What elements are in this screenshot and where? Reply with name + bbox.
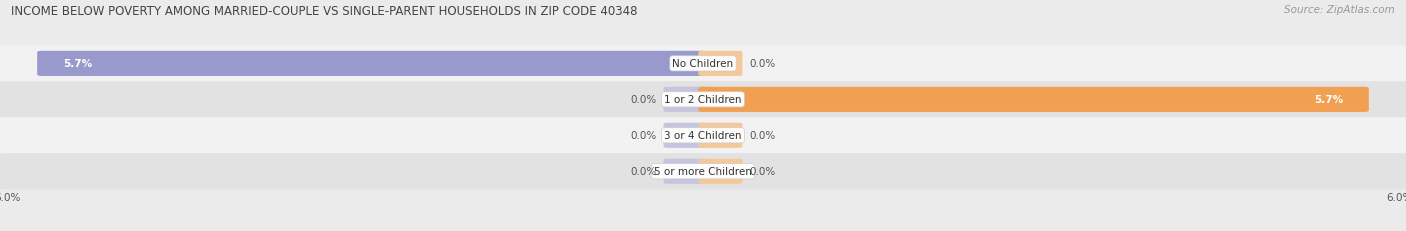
Text: 0.0%: 0.0% — [749, 131, 776, 141]
FancyBboxPatch shape — [0, 154, 1406, 189]
Text: 5.7%: 5.7% — [63, 59, 91, 69]
Text: INCOME BELOW POVERTY AMONG MARRIED-COUPLE VS SINGLE-PARENT HOUSEHOLDS IN ZIP COD: INCOME BELOW POVERTY AMONG MARRIED-COUPL… — [11, 5, 638, 18]
FancyBboxPatch shape — [664, 87, 707, 112]
Text: 5.7%: 5.7% — [1315, 95, 1343, 105]
Text: 0.0%: 0.0% — [749, 59, 776, 69]
FancyBboxPatch shape — [37, 52, 707, 77]
Text: No Children: No Children — [672, 59, 734, 69]
FancyBboxPatch shape — [699, 87, 1369, 112]
FancyBboxPatch shape — [664, 123, 707, 148]
Text: 0.0%: 0.0% — [749, 167, 776, 176]
FancyBboxPatch shape — [0, 46, 1406, 82]
Text: 0.0%: 0.0% — [630, 167, 657, 176]
Text: Source: ZipAtlas.com: Source: ZipAtlas.com — [1284, 5, 1395, 15]
Text: 5 or more Children: 5 or more Children — [654, 167, 752, 176]
FancyBboxPatch shape — [664, 159, 707, 184]
Text: 0.0%: 0.0% — [630, 95, 657, 105]
FancyBboxPatch shape — [699, 159, 742, 184]
FancyBboxPatch shape — [699, 52, 742, 77]
Text: 0.0%: 0.0% — [630, 131, 657, 141]
Text: 3 or 4 Children: 3 or 4 Children — [664, 131, 742, 141]
FancyBboxPatch shape — [0, 82, 1406, 118]
FancyBboxPatch shape — [699, 123, 742, 148]
FancyBboxPatch shape — [0, 118, 1406, 154]
Text: 1 or 2 Children: 1 or 2 Children — [664, 95, 742, 105]
